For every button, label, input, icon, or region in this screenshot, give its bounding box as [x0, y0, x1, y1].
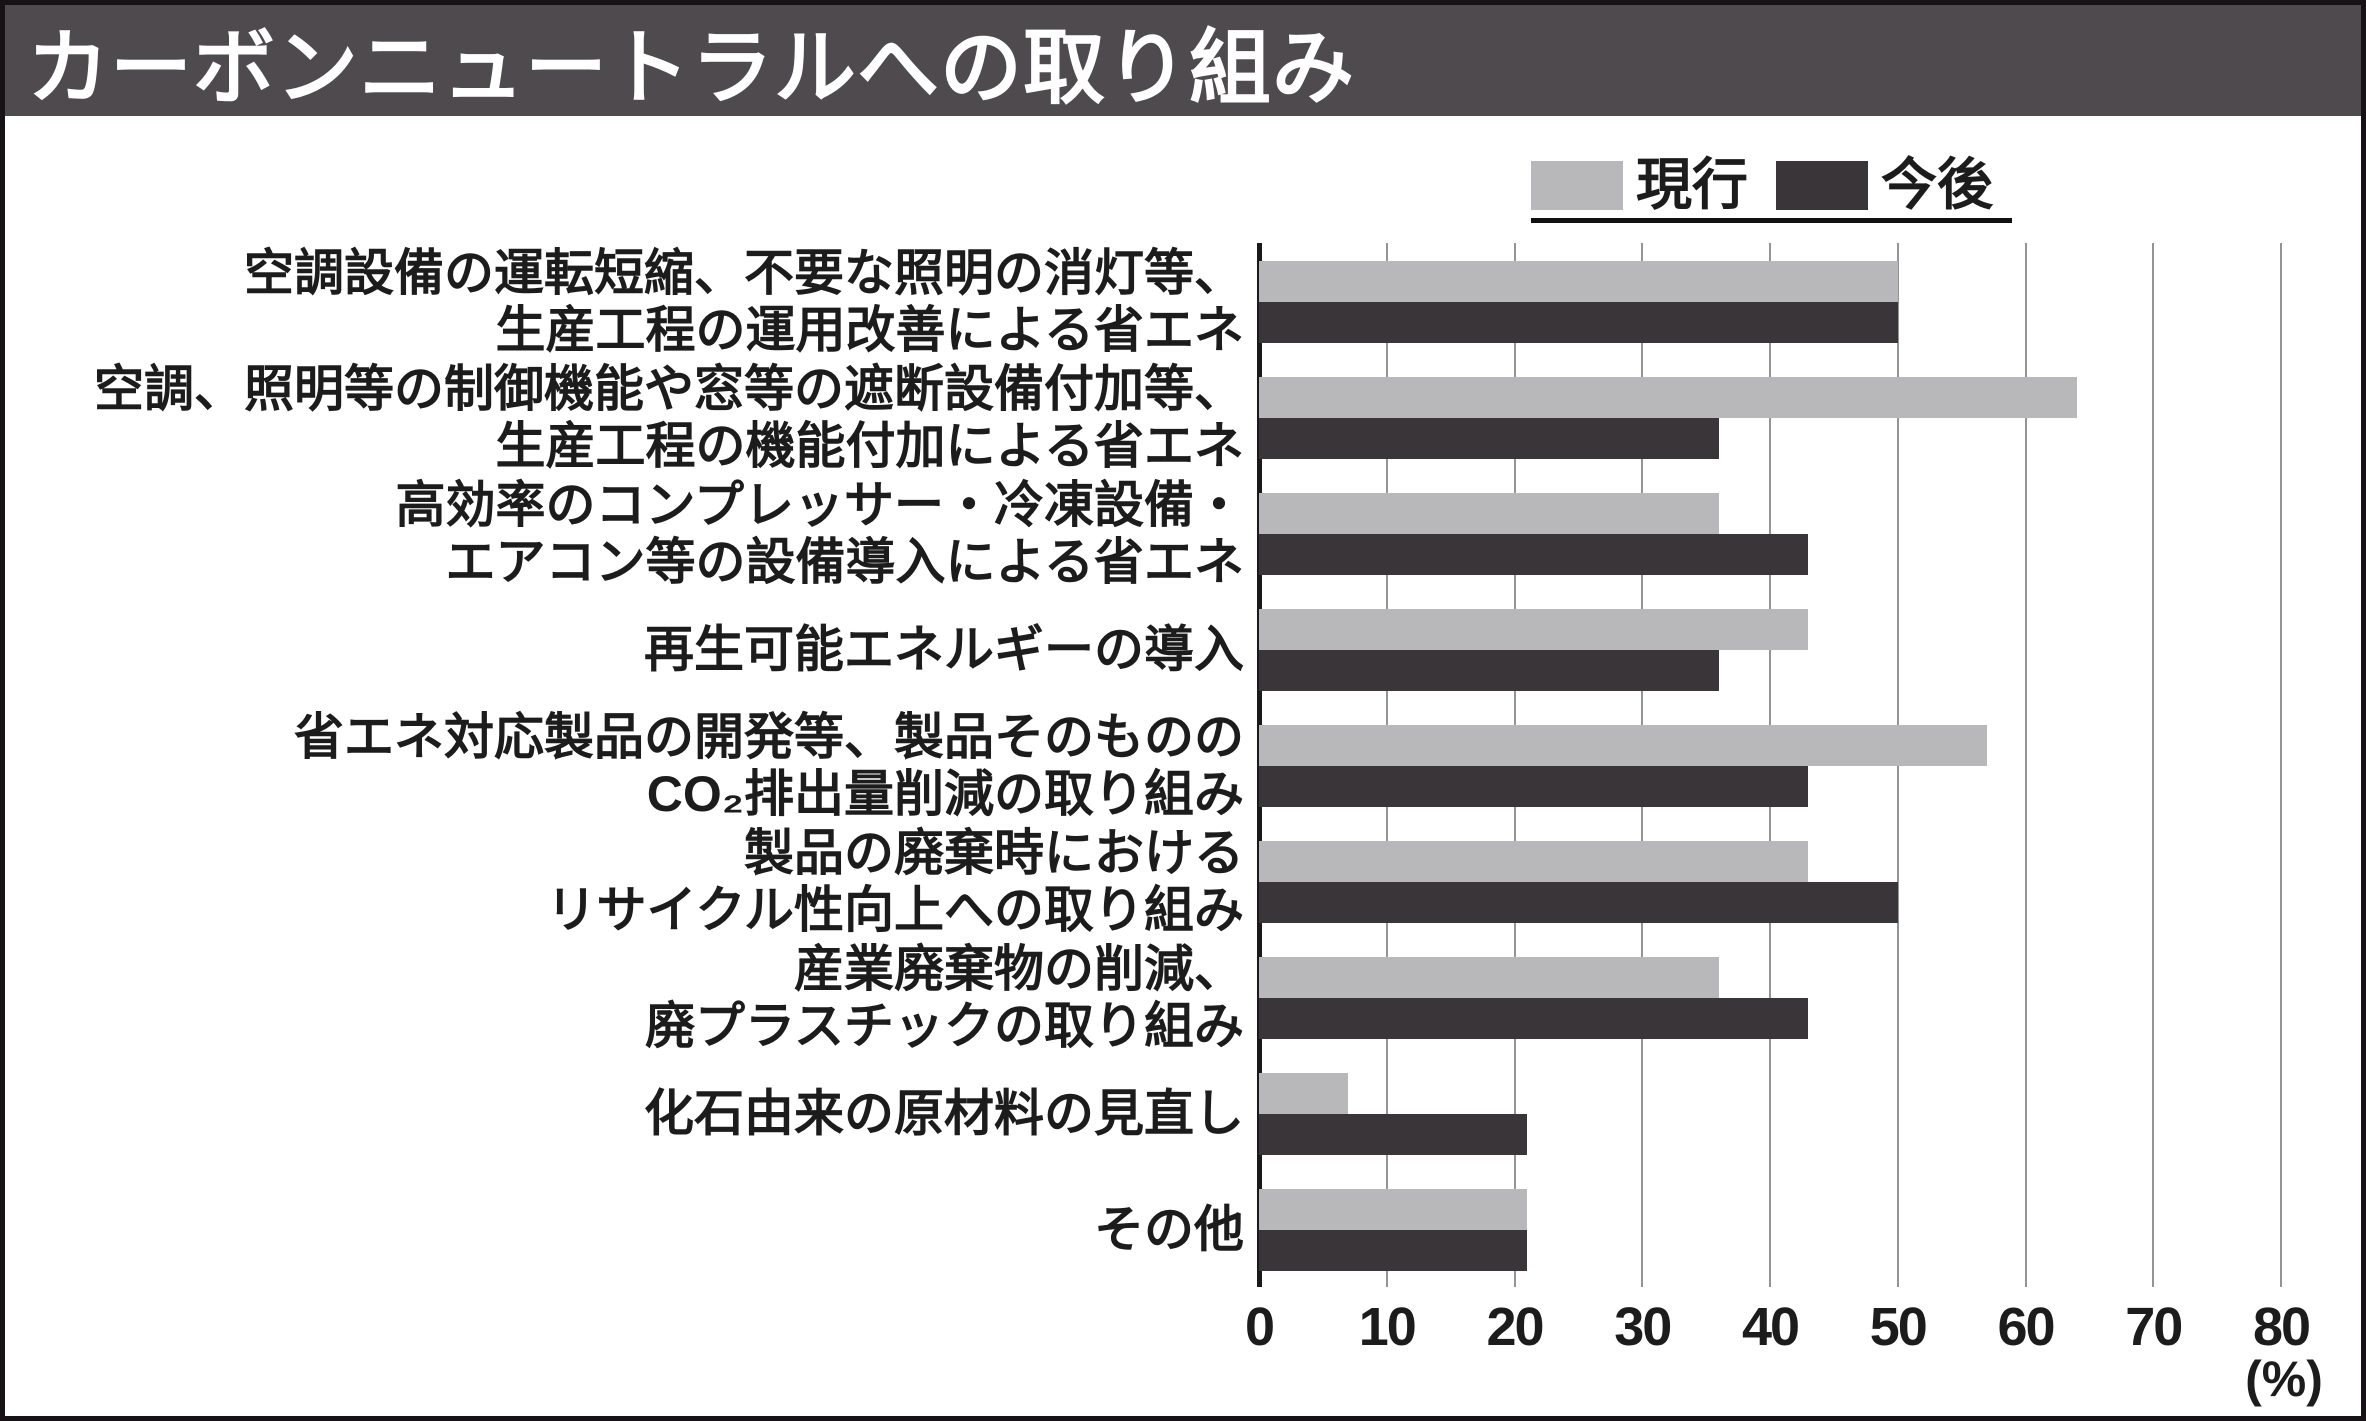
category-label-0: 空調設備の運転短縮、不要な照明の消灯等、 生産工程の運用改善による省エネ	[244, 245, 1244, 358]
axis-unit-label: (%)	[2245, 1351, 2323, 1407]
x-tick-label-60: 60	[1997, 1297, 2055, 1357]
x-tick-label-0: 0	[1244, 1297, 1275, 1357]
category-labels: 空調設備の運転短縮、不要な照明の消灯等、 生産工程の運用改善による省エネ 空調、照明…	[14, 243, 1244, 1287]
category-label-8: その他	[1094, 1201, 1244, 1258]
bar-current-8	[1259, 1189, 1527, 1230]
category-label-7: 化石由来の原材料の見直し	[644, 1085, 1244, 1142]
x-axis-ticks: 0 10 20 30 40 50 60 70 80	[5, 1296, 2361, 1366]
bar-current-6	[1259, 957, 1719, 998]
x-tick-label-10: 10	[1358, 1297, 1417, 1357]
plot-area	[1257, 243, 2282, 1287]
bar-future-4	[1259, 766, 1808, 807]
category-label-6: 産業廃棄物の削減、 廃プラスチックの取り組み	[645, 941, 1244, 1054]
legend-label-future: 今後	[1881, 153, 1993, 216]
bar-future-1	[1259, 418, 1719, 459]
bar-current-0	[1259, 261, 1898, 302]
bar-future-6	[1259, 998, 1808, 1039]
legend-swatch-current	[1531, 160, 1623, 210]
bar-current-7	[1259, 1073, 1348, 1114]
bar-current-5	[1259, 841, 1808, 882]
x-tick-label-50: 50	[1869, 1297, 1928, 1357]
bar-future-8	[1259, 1230, 1527, 1271]
legend-label-current: 現行	[1636, 153, 1748, 216]
page-title: カーボンニュートラルへの取り組み	[27, 23, 1356, 114]
legend-swatch-future	[1776, 160, 1868, 210]
bar-future-2	[1259, 534, 1808, 575]
bar-future-3	[1259, 650, 1719, 691]
legend-underline	[1531, 218, 2012, 223]
x-tick-label-40: 40	[1741, 1297, 1800, 1357]
x-tick-label-80: 80	[2252, 1297, 2311, 1357]
bar-current-3	[1259, 609, 1808, 650]
title-banner: カーボンニュートラルへの取り組み	[5, 5, 2361, 116]
category-label-1: 空調、照明等の制御機能や窓等の遮断設備付加等、 生産工程の機能付加による省エネ	[94, 361, 1244, 474]
bar-current-2	[1259, 493, 1719, 534]
bar-future-5	[1259, 882, 1898, 923]
x-tick-label-20: 20	[1486, 1297, 1544, 1357]
bar-current-1	[1259, 377, 2077, 418]
category-label-5: 製品の廃棄時における リサイクル性向上への取り組み	[546, 825, 1245, 938]
legend: 現行 今後	[1531, 152, 1993, 218]
bar-current-4	[1259, 725, 1987, 766]
gridline-80	[2280, 243, 2282, 1287]
category-label-2: 高効率のコンプレッサー・冷凍設備・ エアコン等の設備導入による省エネ	[395, 477, 1245, 590]
bar-future-0	[1259, 302, 1898, 343]
category-label-3: 再生可能エネルギーの導入	[644, 621, 1244, 678]
gridline-70	[2152, 243, 2154, 1287]
category-label-4: 省エネ対応製品の開発等、製品そのものの CO₂排出量削減の取り組み	[294, 709, 1244, 822]
gridline-60	[2025, 243, 2027, 1287]
x-tick-label-70: 70	[2125, 1297, 2183, 1357]
bar-future-7	[1259, 1114, 1527, 1155]
x-tick-label-30: 30	[1614, 1297, 1672, 1357]
